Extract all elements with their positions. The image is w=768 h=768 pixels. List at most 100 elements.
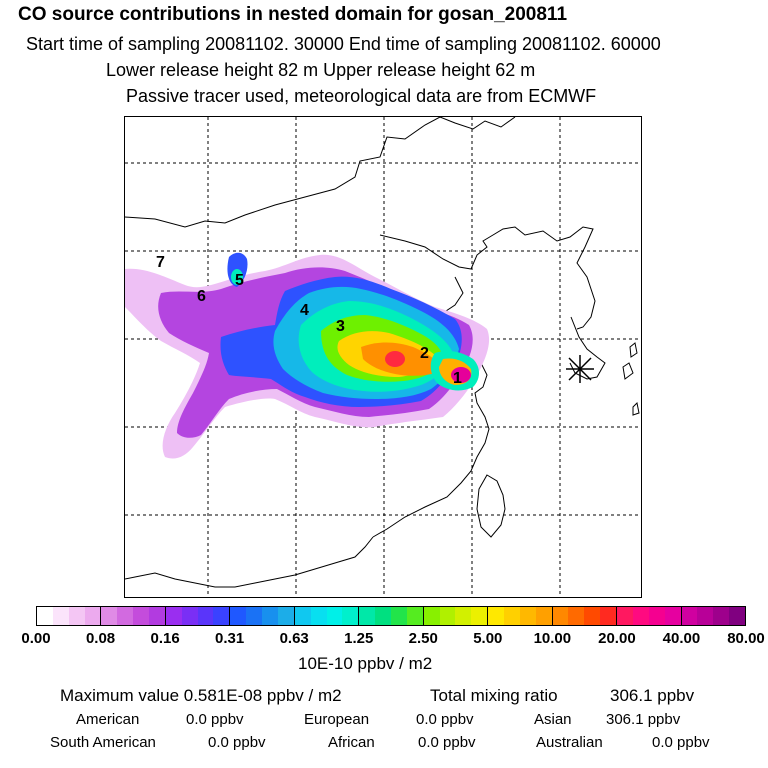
colorbar-tick-label: 0.63 [279, 630, 309, 647]
african-value: 0.0 ppbv [418, 734, 476, 751]
colorbar-swatch [439, 607, 456, 625]
colorbar-tick-label: 0.16 [150, 630, 180, 647]
map-panel: 1 2 3 4 5 6 7 [124, 116, 642, 598]
south-american-value: 0.0 ppbv [208, 734, 266, 751]
colorbar-bin-9 [617, 607, 682, 625]
colorbar-tick-label: 0.00 [21, 630, 51, 647]
colorbar-tick-label: 80.00 [727, 630, 765, 647]
region-label-1: 1 [453, 370, 462, 387]
colorbar-swatch [455, 607, 472, 625]
colorbar-swatch [359, 607, 376, 625]
sampling-time-line: Start time of sampling 20081102. 30000 E… [26, 34, 661, 54]
african-label: African [328, 734, 375, 751]
colorbar-swatch [342, 607, 359, 625]
colorbar-swatch [68, 607, 85, 625]
colorbar [36, 606, 746, 626]
region-label-3: 3 [336, 318, 345, 335]
colorbar-swatch [648, 607, 665, 625]
colorbar-swatch [294, 607, 311, 625]
colorbar-bin-2 [165, 607, 231, 625]
colorbar-swatch [310, 607, 327, 625]
colorbar-swatch [101, 607, 118, 625]
european-value: 0.0 ppbv [416, 711, 474, 728]
colorbar-bin-0 [37, 607, 102, 625]
release-height-line: Lower release height 82 m Upper release … [106, 60, 536, 80]
colorbar-swatch [230, 607, 247, 625]
colorbar-bin-7 [488, 607, 553, 625]
colorbar-swatch [519, 607, 536, 625]
region-label-2: 2 [420, 345, 429, 362]
colorbar-swatch [326, 607, 343, 625]
region-label-7: 7 [156, 254, 165, 271]
total-mixing-ratio-label: Total mixing ratio [430, 686, 558, 705]
region-label-4: 4 [300, 302, 309, 319]
colorbar-swatch [117, 607, 134, 625]
colorbar-bin-8 [552, 607, 618, 625]
colorbar-bin-3 [230, 607, 295, 625]
colorbar-swatch [504, 607, 520, 625]
colorbar-swatch [681, 607, 698, 625]
colorbar-tick-label: 10.00 [533, 630, 572, 647]
colorbar-unit: 10E-10 ppbv / m2 [298, 654, 433, 673]
colorbar-tick-label: 1.25 [344, 630, 374, 647]
south-american-label: South American [50, 734, 156, 751]
maximum-value: Maximum value 0.581E-08 ppbv / m2 [60, 686, 342, 705]
colorbar-swatch [729, 607, 745, 625]
colorbar-swatch [617, 607, 633, 625]
source-region-labels: 1 2 3 4 5 6 7 [156, 254, 462, 387]
colorbar-bin-1 [101, 607, 166, 625]
colorbar-swatch [165, 607, 182, 625]
australian-label: Australian [536, 734, 603, 751]
colorbar-tick-label: 0.31 [215, 630, 245, 647]
colorbar-swatch [584, 607, 601, 625]
colorbar-swatch [632, 607, 649, 625]
colorbar-tick-label: 2.50 [408, 630, 438, 647]
colorbar-swatch [664, 607, 681, 625]
colorbar-swatch [375, 607, 391, 625]
colorbar-swatch [197, 607, 214, 625]
colorbar-swatch [246, 607, 263, 625]
colorbar-bin-4 [294, 607, 360, 625]
total-mixing-ratio-value: 306.1 ppbv [610, 686, 695, 705]
colorbar-bin-6 [423, 607, 489, 625]
colorbar-swatch [406, 607, 423, 625]
colorbar-swatch [390, 607, 407, 625]
colorbar-tick-label: 20.00 [598, 630, 636, 647]
colorbar-swatch [552, 607, 569, 625]
asian-label: Asian [534, 711, 572, 728]
colorbar-swatch [423, 607, 440, 625]
colorbar-swatch [149, 607, 165, 625]
australian-value: 0.0 ppbv [652, 734, 710, 751]
receptor-star-marker [566, 355, 594, 383]
asian-value: 306.1 ppbv [606, 711, 681, 728]
colorbar-tick-label: 0.08 [85, 630, 116, 647]
region-label-6: 6 [197, 288, 206, 305]
colorbar-swatch [84, 607, 101, 625]
colorbar-swatch [181, 607, 198, 625]
american-value: 0.0 ppbv [186, 711, 244, 728]
colorbar-tick-label: 5.00 [473, 630, 503, 647]
colorbar-swatch [133, 607, 150, 625]
colorbar-swatch [262, 607, 278, 625]
colorbar-bin-10 [681, 607, 745, 625]
colorbar-swatch [535, 607, 552, 625]
american-label: American [76, 711, 140, 728]
colorbar-swatch [52, 607, 69, 625]
colorbar-swatch [488, 607, 505, 625]
colorbar-tick-label: 40.00 [662, 630, 701, 647]
colorbar-swatch [713, 607, 730, 625]
region-label-5: 5 [235, 272, 244, 289]
plot-title: CO source contributions in nested domain… [18, 4, 568, 25]
concentration-plume [125, 252, 490, 459]
colorbar-swatch [277, 607, 294, 625]
colorbar-swatch [697, 607, 714, 625]
colorbar-swatch [600, 607, 617, 625]
colorbar-swatch [568, 607, 585, 625]
european-label: European [304, 711, 370, 728]
map-canvas: 1 2 3 4 5 6 7 [125, 117, 641, 597]
colorbar-bin-5 [359, 607, 424, 625]
colorbar-swatch [37, 607, 53, 625]
colorbar-swatch [213, 607, 230, 625]
tracer-note: Passive tracer used, meteorological data… [126, 86, 597, 106]
colorbar-swatch [471, 607, 488, 625]
